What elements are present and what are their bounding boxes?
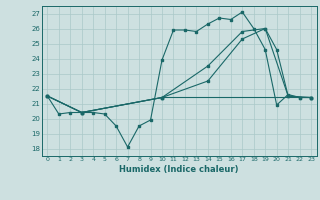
X-axis label: Humidex (Indice chaleur): Humidex (Indice chaleur) xyxy=(119,165,239,174)
